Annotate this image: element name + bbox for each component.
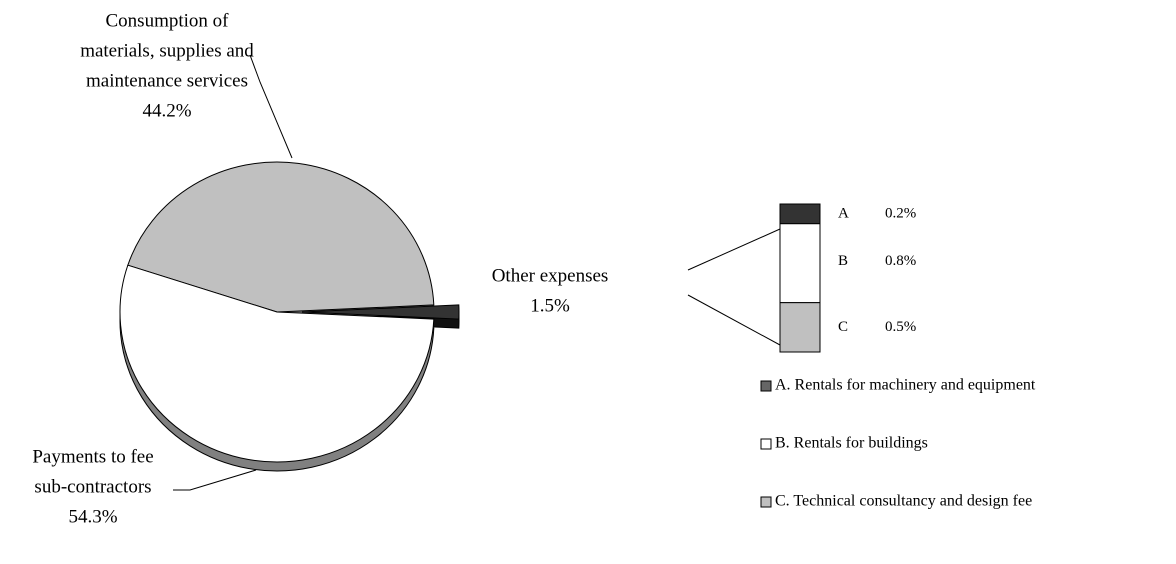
slice-value-label: 54.3% xyxy=(68,506,117,527)
bar-value-label: 0.8% xyxy=(885,253,916,269)
slice-value-label: 1.5% xyxy=(530,295,570,316)
legend-label: A. Rentals for machinery and equipment xyxy=(775,377,1036,394)
leader-line xyxy=(173,469,257,491)
legend-label: C. Technical consultancy and design fee xyxy=(775,493,1032,510)
pie-slice xyxy=(127,161,435,313)
bar-category: B xyxy=(838,253,848,269)
slice-label: maintenance services xyxy=(86,70,248,91)
bar-value-label: 0.2% xyxy=(885,205,916,221)
bar-category: A xyxy=(838,205,849,221)
slice-value-label: 44.2% xyxy=(142,100,191,121)
legend-swatch xyxy=(760,380,772,392)
slice-label: Consumption of xyxy=(106,10,230,31)
legend-swatch xyxy=(760,438,772,450)
connector xyxy=(687,294,781,346)
breakdown-bar xyxy=(779,302,821,353)
legend-label: B. Rentals for buildings xyxy=(775,435,928,452)
connector xyxy=(687,228,781,271)
bar-category: C xyxy=(838,319,848,335)
breakdown-bar xyxy=(779,203,821,225)
leader-line xyxy=(249,54,293,159)
slice-label: materials, supplies and xyxy=(80,40,254,61)
pie-slice xyxy=(119,264,435,463)
breakdown-bar xyxy=(779,223,821,304)
bar-value-label: 0.5% xyxy=(885,319,916,335)
legend-swatch xyxy=(760,496,772,508)
slice-label: Payments to fee xyxy=(32,446,153,467)
slice-label: sub-contractors xyxy=(34,476,151,497)
slice-label: Other expenses xyxy=(492,265,609,286)
pie-slice xyxy=(301,304,460,320)
